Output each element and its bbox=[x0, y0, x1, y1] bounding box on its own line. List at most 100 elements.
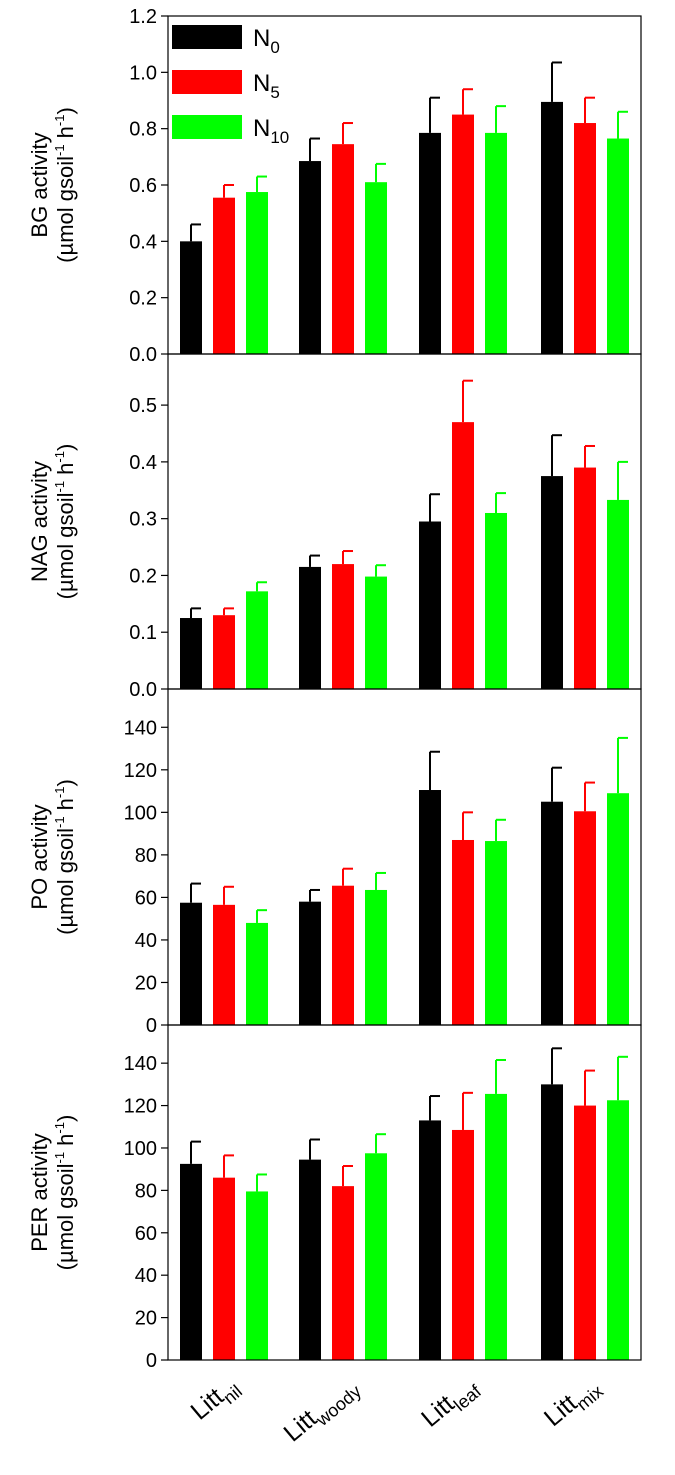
error-bar bbox=[190, 1140, 201, 1164]
bar bbox=[574, 811, 596, 1025]
bar bbox=[574, 467, 596, 689]
legend-label: N0 bbox=[253, 25, 280, 57]
y-tick-label: 0.6 bbox=[129, 175, 157, 197]
bar bbox=[365, 889, 387, 1025]
error-bar bbox=[584, 1069, 595, 1106]
error-bar bbox=[223, 607, 234, 616]
y-tick-label: 120 bbox=[124, 760, 157, 782]
bar bbox=[541, 801, 563, 1025]
bar bbox=[213, 615, 235, 689]
error-bar bbox=[342, 867, 353, 886]
y-unit-exponent: -1 bbox=[52, 481, 67, 493]
y-tick-label: 0.8 bbox=[129, 119, 157, 141]
bar bbox=[299, 901, 321, 1025]
bar bbox=[299, 566, 321, 689]
legend-label-base: N bbox=[253, 70, 270, 97]
panel-3: 0 20 40 60 80 100 120 140 PO activity (µmol gsoil… bbox=[27, 688, 642, 1037]
y-unit-exponent: -1 bbox=[52, 115, 67, 127]
error-bar bbox=[617, 736, 628, 794]
error-bar bbox=[375, 564, 386, 577]
y-axis-title: BG activity bbox=[27, 132, 52, 237]
y-unit-text: h bbox=[53, 463, 78, 481]
legend-label-subscript: 10 bbox=[270, 128, 289, 147]
y-tick-label: 0.5 bbox=[129, 395, 157, 417]
y-tick-label: 0.2 bbox=[129, 288, 157, 310]
plot-frame bbox=[167, 353, 642, 690]
y-unit-text: (µmol gsoil bbox=[53, 828, 78, 935]
error-bar bbox=[223, 184, 234, 198]
legend-label: N5 bbox=[253, 70, 280, 102]
legend-swatch bbox=[172, 25, 242, 49]
plot-frame bbox=[167, 688, 642, 1026]
error-bar bbox=[551, 766, 562, 802]
error-bar bbox=[256, 909, 267, 923]
error-bar bbox=[223, 885, 234, 905]
y-tick-label: 1.0 bbox=[129, 62, 157, 84]
error-bar bbox=[190, 607, 201, 619]
x-category-label: Littnil bbox=[186, 1371, 247, 1429]
y-unit-text: ) bbox=[53, 1115, 78, 1122]
error-bar bbox=[551, 1047, 562, 1085]
bar bbox=[332, 144, 354, 354]
y-unit-text: h bbox=[53, 798, 78, 816]
bar bbox=[452, 839, 474, 1025]
error-bar bbox=[256, 1173, 267, 1192]
bar bbox=[419, 1120, 441, 1360]
bar bbox=[419, 790, 441, 1025]
error-bar bbox=[309, 1138, 320, 1160]
y-axis-title: PER activity bbox=[27, 1133, 52, 1252]
y-tick-label: 0 bbox=[146, 1015, 157, 1037]
bar bbox=[332, 885, 354, 1025]
bar bbox=[452, 1129, 474, 1360]
error-bar bbox=[462, 88, 473, 115]
y-tick-label: 0.4 bbox=[129, 231, 157, 253]
x-category-label: Littmix bbox=[539, 1371, 607, 1436]
error-bar bbox=[342, 122, 353, 145]
bar bbox=[332, 564, 354, 689]
error-bar bbox=[375, 1133, 386, 1154]
y-tick-label: 20 bbox=[135, 972, 157, 994]
y-tick-label: 0.2 bbox=[129, 565, 157, 587]
bar bbox=[574, 123, 596, 355]
error-bar bbox=[190, 223, 201, 242]
error-bar bbox=[495, 105, 506, 133]
error-bar bbox=[495, 818, 506, 842]
bar bbox=[574, 1105, 596, 1360]
y-unit-text: ) bbox=[53, 107, 78, 114]
error-bar bbox=[342, 1164, 353, 1187]
x-axis-categories: Littnil Littwoody Littleaf Littmix bbox=[186, 1371, 608, 1447]
bar bbox=[180, 618, 202, 689]
bar bbox=[607, 793, 629, 1025]
error-bar bbox=[429, 750, 440, 791]
y-tick-label: 40 bbox=[135, 930, 157, 952]
y-tick-label: 80 bbox=[135, 1180, 157, 1202]
y-unit-text: h bbox=[53, 1134, 78, 1152]
y-unit-text: (µmol gsoil bbox=[53, 493, 78, 600]
panel-4: 0 20 40 60 80 100 120 140 PER activity (µmol gsoi… bbox=[27, 1024, 642, 1372]
y-unit-exponent: -1 bbox=[52, 1122, 67, 1134]
y-axis-title: PO activity bbox=[27, 804, 52, 909]
bar bbox=[485, 132, 507, 354]
error-bar bbox=[429, 96, 440, 133]
error-bar bbox=[551, 434, 562, 477]
bar bbox=[213, 197, 235, 354]
bar bbox=[541, 101, 563, 355]
bar bbox=[299, 1159, 321, 1360]
bar bbox=[365, 182, 387, 354]
bar bbox=[365, 1153, 387, 1360]
bar bbox=[213, 904, 235, 1025]
legend-label-subscript: 5 bbox=[270, 83, 279, 102]
bar bbox=[485, 512, 507, 689]
bar bbox=[180, 1163, 202, 1360]
error-bar bbox=[429, 493, 440, 522]
y-unit-exponent: -1 bbox=[52, 816, 67, 828]
legend-label-base: N bbox=[253, 25, 270, 52]
y-unit-exponent: -1 bbox=[52, 451, 67, 463]
bar bbox=[299, 161, 321, 354]
y-tick-label: 1.2 bbox=[129, 6, 157, 28]
panel-2: 0.0 0.1 0.2 0.3 0.4 0.5 NAG activity (µmol gsoi… bbox=[27, 353, 642, 701]
bar bbox=[452, 422, 474, 689]
bar bbox=[607, 1100, 629, 1360]
